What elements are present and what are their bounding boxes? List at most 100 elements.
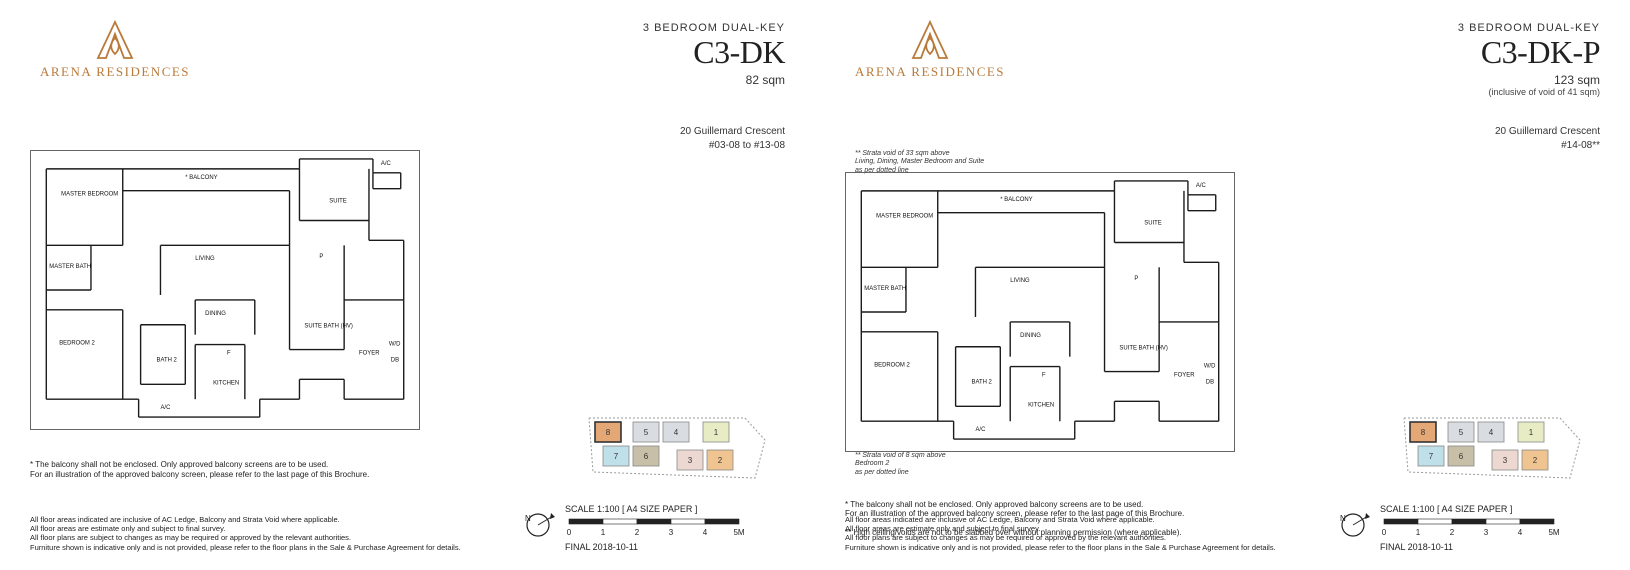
svg-text:P: P <box>319 254 323 260</box>
svg-text:BATH 2: BATH 2 <box>156 357 176 363</box>
svg-text:SUITE BATH (HV): SUITE BATH (HV) <box>1119 346 1167 352</box>
logo-mark-icon <box>92 20 138 60</box>
final-date: FINAL 2018-10-11 <box>1380 542 1600 552</box>
brochure-panel-right: ARENA RESIDENCES 3 BEDROOM DUAL-KEY C3-D… <box>815 0 1630 570</box>
svg-text:FOYER: FOYER <box>1174 373 1195 379</box>
svg-text:5: 5 <box>644 428 649 437</box>
brand-logo: ARENA RESIDENCES <box>855 20 1005 80</box>
brand-logo: ARENA RESIDENCES <box>40 20 190 80</box>
svg-text:N: N <box>525 514 531 523</box>
svg-text:LIVING: LIVING <box>195 256 215 262</box>
footer-disclaimer: All floor areas indicated are inclusive … <box>845 515 1325 553</box>
svg-text:FOYER: FOYER <box>359 351 380 357</box>
svg-text:4: 4 <box>703 528 708 537</box>
unit-type-label: 3 BEDROOM DUAL-KEY <box>1458 22 1600 34</box>
svg-text:6: 6 <box>1459 452 1464 461</box>
svg-text:1: 1 <box>1416 528 1421 537</box>
svg-text:1: 1 <box>1529 428 1534 437</box>
svg-text:BEDROOM 2: BEDROOM 2 <box>59 341 95 347</box>
svg-text:8: 8 <box>606 428 611 437</box>
keyplan: 85417632 <box>585 410 785 490</box>
svg-text:A/C: A/C <box>381 161 392 167</box>
svg-text:MASTER BATH: MASTER BATH <box>49 264 91 270</box>
floorplan-drawing: MASTER BEDROOM* BALCONYSUITEA/CLIVINGMAS… <box>30 150 420 430</box>
svg-text:DINING: DINING <box>1020 333 1041 339</box>
svg-text:6: 6 <box>644 452 649 461</box>
scale-bar: 0 1 2 3 4 5M <box>1380 517 1600 539</box>
logo-mark-icon <box>907 20 953 60</box>
svg-text:0: 0 <box>567 528 572 537</box>
scale-block: SCALE 1:100 [ A4 SIZE PAPER ] 0 1 2 3 4 5M FI… <box>1380 504 1600 552</box>
svg-text:A/C: A/C <box>160 405 171 411</box>
unit-title-block: 3 BEDROOM DUAL-KEY C3-DK-P 123 sqm (incl… <box>1458 22 1600 97</box>
svg-text:8: 8 <box>1421 428 1426 437</box>
svg-text:BATH 2: BATH 2 <box>971 379 991 385</box>
brand-name: ARENA RESIDENCES <box>40 64 190 80</box>
unit-area: 82 sqm <box>643 73 785 87</box>
svg-text:BEDROOM 2: BEDROOM 2 <box>874 363 910 369</box>
svg-text:5: 5 <box>1459 428 1464 437</box>
svg-text:F: F <box>1042 373 1046 379</box>
svg-text:* BALCONY: * BALCONY <box>1000 197 1032 203</box>
svg-text:7: 7 <box>1429 452 1434 461</box>
compass-icon: N <box>521 508 555 542</box>
unit-code: C3-DK-P <box>1458 34 1600 71</box>
svg-text:2: 2 <box>1533 456 1538 465</box>
svg-text:3: 3 <box>669 528 674 537</box>
floorplan-drawing: MASTER BEDROOM * BALCONY SUITE A/C LIVING MAS… <box>845 172 1235 452</box>
svg-text:2: 2 <box>635 528 640 537</box>
floorplan-svg: MASTER BEDROOM* BALCONYSUITEA/CLIVINGMAS… <box>31 151 419 429</box>
compass-icon: N <box>1336 508 1370 542</box>
svg-text:2: 2 <box>1450 528 1455 537</box>
svg-text:3: 3 <box>1503 456 1508 465</box>
svg-text:KITCHEN: KITCHEN <box>1028 402 1054 408</box>
svg-text:1: 1 <box>601 528 606 537</box>
void-annotation-bottom: ** Strata void of 8 sqm above Bedroom 2 … <box>855 452 946 477</box>
svg-text:* BALCONY: * BALCONY <box>185 175 217 181</box>
floorplan-svg: MASTER BEDROOM * BALCONY SUITE A/C LIVING MAS… <box>846 173 1234 451</box>
final-date: FINAL 2018-10-11 <box>565 542 785 552</box>
svg-text:F: F <box>227 351 231 357</box>
balcony-disclaimer: * The balcony shall not be enclosed. Onl… <box>30 460 460 479</box>
scale-label: SCALE 1:100 [ A4 SIZE PAPER ] <box>1380 504 1600 514</box>
svg-text:A/C: A/C <box>975 427 986 433</box>
svg-text:DINING: DINING <box>205 311 226 317</box>
svg-text:0: 0 <box>1382 528 1387 537</box>
svg-text:SUITE: SUITE <box>1144 221 1162 227</box>
unit-range: #14-08** <box>1495 139 1600 153</box>
svg-text:N: N <box>1340 514 1346 523</box>
svg-text:7: 7 <box>614 452 619 461</box>
unit-area: 123 sqm <box>1458 73 1600 87</box>
unit-area-note: (inclusive of void of 41 sqm) <box>1458 87 1600 97</box>
svg-text:4: 4 <box>674 428 679 437</box>
scale-bar: 012345M <box>565 517 785 539</box>
brand-name: ARENA RESIDENCES <box>855 64 1005 80</box>
footer-disclaimer: All floor areas indicated are inclusive … <box>30 515 510 553</box>
svg-text:4: 4 <box>1518 528 1523 537</box>
svg-text:2: 2 <box>718 456 723 465</box>
svg-text:3: 3 <box>688 456 693 465</box>
address-block: 20 Guillemard Crescent #14-08** <box>1495 125 1600 153</box>
scale-block: SCALE 1:100 [ A4 SIZE PAPER ] 012345M FI… <box>565 504 785 552</box>
address-line: 20 Guillemard Crescent <box>680 125 785 139</box>
unit-range: #03-08 to #13-08 <box>680 139 785 153</box>
svg-text:KITCHEN: KITCHEN <box>213 380 239 386</box>
svg-text:3: 3 <box>1484 528 1489 537</box>
svg-text:MASTER BATH: MASTER BATH <box>864 286 906 292</box>
svg-text:A/C: A/C <box>1196 183 1207 189</box>
unit-type-label: 3 BEDROOM DUAL-KEY <box>643 22 785 34</box>
svg-text:MASTER BEDROOM: MASTER BEDROOM <box>876 214 933 220</box>
address-line: 20 Guillemard Crescent <box>1495 125 1600 139</box>
svg-text:W/D: W/D <box>1204 364 1216 370</box>
unit-title-block: 3 BEDROOM DUAL-KEY C3-DK 82 sqm <box>643 22 785 87</box>
unit-code: C3-DK <box>643 34 785 71</box>
svg-text:4: 4 <box>1489 428 1494 437</box>
scale-label: SCALE 1:100 [ A4 SIZE PAPER ] <box>565 504 785 514</box>
keyplan: 8 5 4 1 7 6 3 2 <box>1400 410 1600 490</box>
svg-text:SUITE BATH (HV): SUITE BATH (HV) <box>304 324 352 330</box>
svg-text:DB: DB <box>1206 379 1214 385</box>
svg-text:MASTER BEDROOM: MASTER BEDROOM <box>61 192 118 198</box>
svg-text:5M: 5M <box>1548 528 1559 537</box>
svg-text:LIVING: LIVING <box>1010 278 1030 284</box>
svg-text:P: P <box>1134 276 1138 282</box>
